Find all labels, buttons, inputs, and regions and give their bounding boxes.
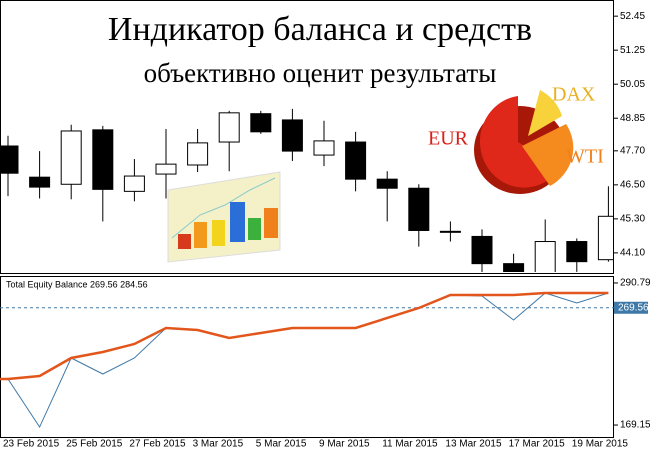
y-tick-label: 290.79: [620, 278, 650, 289]
y-tick-label: 45.30: [620, 213, 645, 224]
candle-body: [281, 119, 303, 152]
pie-label: WTI: [566, 146, 604, 168]
candle-body: [503, 263, 525, 272]
x-tick-label: 27 Feb 2015: [129, 439, 186, 450]
current-box: [614, 301, 648, 314]
indicator-title: Total Equity Balance 269.56 284.56: [6, 279, 148, 289]
candle-body: [218, 112, 240, 143]
series-line: [0, 291, 609, 381]
candle-body: [250, 113, 272, 133]
pie-label: EUR: [428, 128, 469, 150]
candle-body: [408, 187, 430, 231]
candle-body: [471, 235, 493, 265]
x-tick-label: 5 Mar 2015: [256, 439, 307, 450]
y-tick-label: 50.05: [620, 79, 645, 90]
candle-body: [60, 130, 82, 185]
current-label: 269.56: [618, 302, 649, 313]
title: Индикатор баланса и средств: [108, 11, 532, 48]
x-tick-label: 3 Mar 2015: [193, 439, 244, 450]
candle-body: [155, 163, 177, 175]
candles: [1, 108, 613, 272]
candle-body: [597, 215, 613, 261]
y-tick-label: 52.45: [620, 11, 645, 22]
candle-body: [345, 141, 367, 180]
y-tick-label: 47.70: [620, 145, 645, 156]
subtitle: объективно оценит результаты: [144, 58, 497, 88]
x-tick-label: 25 Feb 2015: [66, 439, 123, 450]
bar-graphic: [167, 171, 281, 263]
candle-body: [92, 129, 114, 190]
candle-body: [29, 176, 51, 188]
y-tick-label: 51.25: [620, 45, 645, 56]
x-tick-label: 9 Mar 2015: [319, 439, 370, 450]
x-tick-label: 23 Feb 2015: [3, 439, 60, 450]
candle-body: [123, 175, 145, 192]
candle-body: [1, 145, 19, 174]
x-tick-label: 19 Mar 2015: [572, 439, 629, 450]
candle-body: [534, 241, 556, 272]
y-tick-label: 44.10: [620, 248, 645, 259]
x-tick-label: 17 Mar 2015: [509, 439, 566, 450]
candle-body: [566, 241, 588, 263]
candle-body: [313, 140, 335, 156]
y-tick-label: 169.15: [620, 420, 650, 431]
x-tick-label: 11 Mar 2015: [382, 439, 438, 450]
indicator-panel: [0, 276, 614, 438]
y-tick-label: 46.50: [620, 179, 645, 190]
candle-body: [187, 142, 209, 166]
candle-body: [439, 230, 461, 233]
candle-body: [376, 178, 398, 189]
y-tick-label: 48.85: [620, 113, 645, 124]
x-tick-label: 13 Mar 2015: [445, 439, 502, 450]
pie-graphic: [474, 90, 574, 194]
pie-label: DAX: [552, 84, 596, 106]
